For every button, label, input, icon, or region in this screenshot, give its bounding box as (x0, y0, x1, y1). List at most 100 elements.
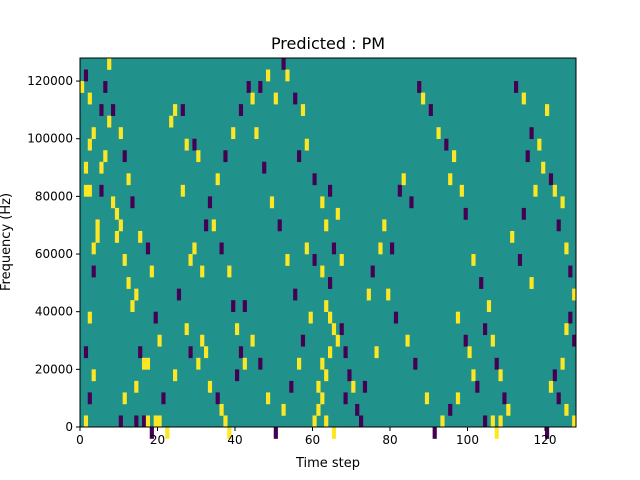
heatmap-cell (204, 219, 209, 232)
y-tick-label: 120000 (27, 74, 73, 88)
heatmap-cell (463, 207, 468, 220)
heatmap-cell (552, 184, 557, 197)
heatmap-cell (316, 403, 321, 416)
heatmap-cell (188, 346, 193, 359)
heatmap-cell (494, 357, 499, 370)
heatmap-cell (83, 161, 89, 174)
x-tick-label: 0 (76, 433, 84, 447)
heatmap-cell (498, 415, 503, 428)
heatmap-cell (149, 265, 154, 278)
heatmap-cell (200, 334, 205, 347)
heatmap-cell (130, 196, 135, 209)
heatmap-cell (273, 92, 278, 105)
heatmap-cell (537, 138, 542, 151)
heatmap-cell (490, 334, 495, 347)
heatmap-cell (219, 242, 224, 255)
y-tick-label: 100000 (27, 132, 73, 146)
heatmap-cell (529, 277, 534, 289)
y-tick-label: 60000 (35, 247, 73, 261)
heatmap-cell (331, 242, 337, 255)
heatmap-cell (324, 300, 329, 312)
heatmap-cell (525, 150, 530, 163)
heatmap-cell (184, 138, 189, 151)
heatmap-cell (467, 346, 472, 359)
heatmap-cell (130, 300, 135, 312)
heatmap-cell (308, 311, 313, 324)
heatmap-cell (83, 69, 89, 82)
heatmap-cell (405, 334, 410, 347)
heatmap-cell (455, 311, 461, 324)
heatmap-cell (99, 161, 104, 174)
heatmap-cell (277, 219, 282, 232)
heatmap-cell (421, 92, 426, 105)
heatmap-cell (386, 288, 391, 301)
heatmap-cell (204, 346, 209, 359)
x-tick-label: 20 (150, 433, 165, 447)
heatmap-cell (572, 288, 577, 301)
heatmap-cell (479, 277, 484, 289)
heatmap-cell (196, 357, 201, 370)
heatmap-cell (548, 173, 554, 186)
heatmap-cell (227, 427, 232, 439)
heatmap-cell (180, 104, 185, 116)
heatmap-cell (343, 392, 348, 405)
heatmap-cell (483, 323, 488, 336)
heatmap-cell (238, 104, 244, 116)
heatmap-cell (351, 380, 356, 393)
heatmap-cell (169, 115, 174, 128)
heatmap-cell (328, 311, 333, 324)
heatmap-cell (335, 334, 340, 347)
heatmap-cell (572, 415, 577, 428)
heatmap-cell (564, 323, 569, 336)
heatmap-cell (118, 415, 123, 428)
heatmap-cell (560, 196, 565, 209)
heatmap-cell (99, 104, 104, 116)
heatmap-cell (215, 173, 220, 186)
heatmap-cell (463, 334, 468, 347)
heatmap-cell (572, 334, 577, 347)
heatmap-cell (250, 92, 255, 105)
heatmap-cell (297, 150, 302, 163)
heatmap-cell (250, 334, 255, 347)
heatmap-cell (126, 173, 131, 186)
heatmap-cell (328, 184, 333, 197)
heatmap-cell (448, 403, 453, 416)
heatmap-cell (490, 415, 495, 428)
heatmap-cell (114, 230, 120, 243)
heatmap-cell (514, 81, 519, 93)
heatmap-cell (273, 427, 278, 439)
heatmap-cell (138, 230, 143, 243)
x-tick-label: 100 (456, 433, 479, 447)
heatmap-cell (320, 392, 325, 405)
heatmap-cell (564, 242, 569, 255)
heatmap-cell (471, 254, 476, 266)
heatmap-cell (262, 161, 267, 174)
heatmap-cell (223, 415, 228, 428)
heatmap-cell (173, 104, 178, 116)
heatmap-cell (568, 265, 573, 278)
heatmap-cell (149, 427, 154, 439)
heatmap-cell (91, 369, 96, 382)
heatmap-cell (231, 300, 236, 312)
heatmap-cell (281, 403, 286, 416)
heatmap-cell (397, 184, 402, 197)
heatmap-cell (459, 184, 464, 197)
heatmap-cell (103, 81, 108, 93)
y-axis-label: Frequency (Hz) (0, 193, 14, 291)
heatmap-cell (95, 230, 100, 243)
heatmap-cell (432, 427, 437, 439)
heatmap-cell (258, 81, 263, 93)
plot-frame (79, 57, 577, 428)
heatmap-cell (242, 357, 247, 370)
heatmap-cell (153, 415, 158, 428)
heatmap-cell (281, 58, 286, 70)
heatmap-cell (134, 380, 139, 393)
plot-area-background (80, 58, 576, 427)
heatmap-cell (87, 138, 92, 151)
heatmap-cell (231, 127, 236, 140)
heatmap-cell (545, 427, 550, 439)
heatmap-cell (521, 92, 526, 105)
heatmap-cell (83, 184, 89, 197)
heatmap-cell (227, 265, 232, 278)
heatmap-cell (521, 207, 526, 220)
